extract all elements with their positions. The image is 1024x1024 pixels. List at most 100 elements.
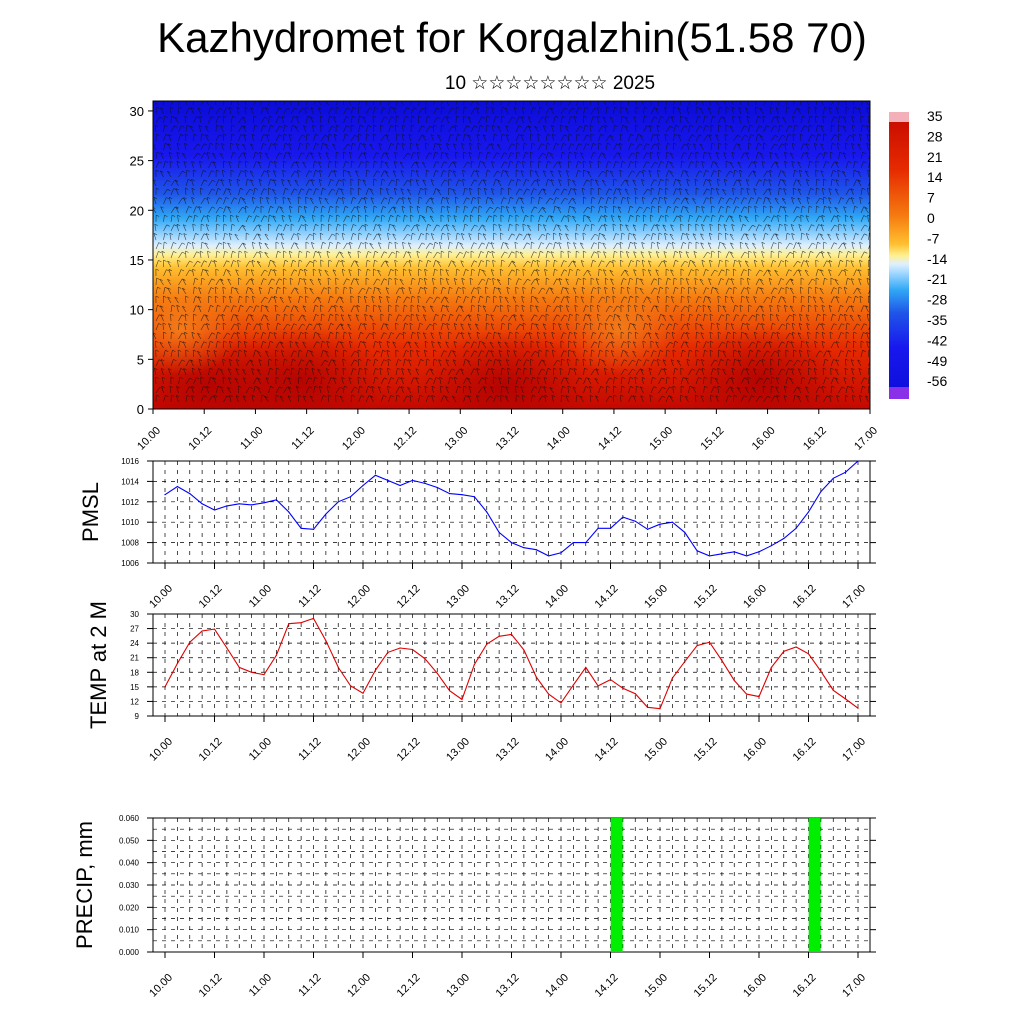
colorbar-label: -28 (927, 292, 947, 308)
temp-point (436, 672, 438, 674)
pmsl-point (696, 550, 698, 552)
pmsl-point (572, 542, 574, 544)
precip-x-tick-label: 14.12 (593, 972, 621, 1000)
heatmap-x-tick-label: 13.12 (494, 425, 522, 453)
temp-point (783, 650, 785, 653)
temp-x-tick-label: 15.00 (642, 736, 670, 764)
temp-point (498, 635, 500, 637)
pmsl-point (560, 552, 562, 554)
precip-y-tick-label: 0.000 (119, 948, 140, 957)
heatmap-x-tick-label: 14.12 (596, 425, 624, 453)
pmsl-point (399, 484, 401, 487)
temp-point (535, 676, 537, 678)
pmsl-y-tick-label: 1012 (121, 498, 139, 507)
temp-y-tick-label: 30 (130, 610, 139, 619)
pmsl-x-tick-label: 10.12 (197, 583, 225, 611)
heatmap-x-tick-label: 16.12 (801, 425, 829, 453)
precip-y-tick-label: 0.010 (119, 926, 140, 935)
temp-y-tick-label: 21 (130, 654, 139, 663)
pmsl-point (362, 484, 364, 487)
temp-point (350, 685, 352, 687)
temp-point (696, 644, 698, 647)
temp-panel: 9 12 15 18 21 24 27 30 10.00 10.12 11.00 11.12 12.00… (86, 601, 876, 764)
chart-subtitle: 10 ☆☆☆☆☆☆☆☆ 2025 (444, 73, 656, 94)
heatmap-warm-spot (153, 285, 240, 375)
temp-point (647, 706, 649, 708)
pmsl-y-tick-label: 1014 (121, 477, 139, 486)
temp-point (213, 628, 216, 630)
temp-x-tick-label: 11.12 (296, 736, 323, 763)
temp-point (387, 651, 389, 653)
precip-bar (808, 818, 821, 952)
temp-x-tick-label: 10.00 (147, 736, 175, 764)
precip-x-tick-label: 10.12 (197, 972, 225, 1000)
temp-x-tick-label: 16.00 (741, 736, 769, 764)
heatmap-x-tick-label: 15.12 (699, 425, 727, 453)
temp-point (845, 698, 847, 700)
precip-x-tick-label: 13.12 (494, 972, 522, 1000)
pmsl-point (350, 496, 352, 498)
temp-point (275, 654, 277, 656)
precip-x-tick-label: 15.12 (692, 972, 720, 1000)
temp-point (795, 646, 797, 648)
pmsl-point (176, 485, 178, 488)
temp-x-tick-label: 13.00 (444, 736, 472, 764)
temp-point (251, 671, 253, 673)
pmsl-point (510, 542, 513, 544)
pmsl-point (288, 511, 290, 513)
temp-y-tick-label: 24 (130, 639, 139, 648)
heatmap-x-tick-label: 10.12 (186, 425, 214, 453)
pmsl-x-tick-label: 11.12 (296, 583, 323, 610)
pmsl-x-tick-label: 14.00 (543, 583, 571, 611)
colorbar-gradient (889, 112, 909, 399)
temp-point (708, 641, 711, 643)
pmsl-point (473, 496, 475, 498)
pmsl-point (733, 551, 735, 553)
temp-y-tick-label: 18 (130, 668, 139, 677)
pmsl-point (585, 542, 587, 544)
temp-x-tick-label: 13.12 (494, 736, 522, 764)
temp-point (746, 693, 748, 695)
pmsl-point (659, 523, 661, 525)
temp-point (671, 677, 673, 679)
pmsl-x-tick-label: 10.00 (147, 583, 175, 611)
temp-y-axis-label: TEMP at 2 M (86, 601, 111, 729)
heatmap-x-tick-label: 15.00 (647, 425, 675, 453)
temp-point (461, 698, 463, 701)
temp-point (721, 660, 723, 662)
heatmap-y-tick-label: 10 (130, 303, 144, 318)
precip-y-tick-label: 0.030 (119, 881, 140, 890)
heatmap-x-tick-label: 16.00 (750, 425, 778, 453)
colorbar: 35 28 21 14 7 0 -7 -14 -21 -28 -35 -42 -49 -56 (889, 108, 947, 399)
temp-point (609, 678, 612, 681)
temp-point (449, 690, 451, 692)
colorbar-label: 0 (927, 210, 935, 226)
heatmap-y-tick-label: 0 (137, 402, 144, 417)
temp-point (585, 666, 587, 669)
pmsl-point (770, 545, 772, 547)
pmsl-y-tick-label: 1010 (121, 518, 139, 527)
temp-y-tick-label: 27 (130, 625, 139, 634)
pmsl-point (325, 513, 327, 515)
pmsl-point (374, 474, 376, 476)
colorbar-top-cap (889, 112, 909, 122)
pmsl-point (845, 471, 847, 473)
temp-x-tick-label: 17.00 (840, 736, 868, 764)
temp-x-tick-label: 14.00 (543, 736, 571, 764)
pmsl-point (449, 493, 451, 495)
colorbar-label: 21 (927, 149, 943, 165)
pmsl-point (238, 503, 240, 505)
pmsl-frame (152, 460, 871, 564)
pmsl-point (758, 551, 760, 553)
temp-y-tick-label: 12 (130, 697, 139, 706)
temp-point (238, 666, 240, 669)
precip-x-tick-label: 17.00 (840, 972, 868, 1000)
pmsl-point (721, 553, 723, 555)
pmsl-point (164, 494, 166, 496)
precip-panel: 0.000 0.010 0.020 0.030 0.040 0.050 0.060 10.00… (72, 814, 876, 1000)
temp-point (312, 617, 315, 619)
pmsl-point (535, 549, 537, 551)
temp-point (374, 669, 376, 671)
pmsl-point (337, 501, 339, 503)
